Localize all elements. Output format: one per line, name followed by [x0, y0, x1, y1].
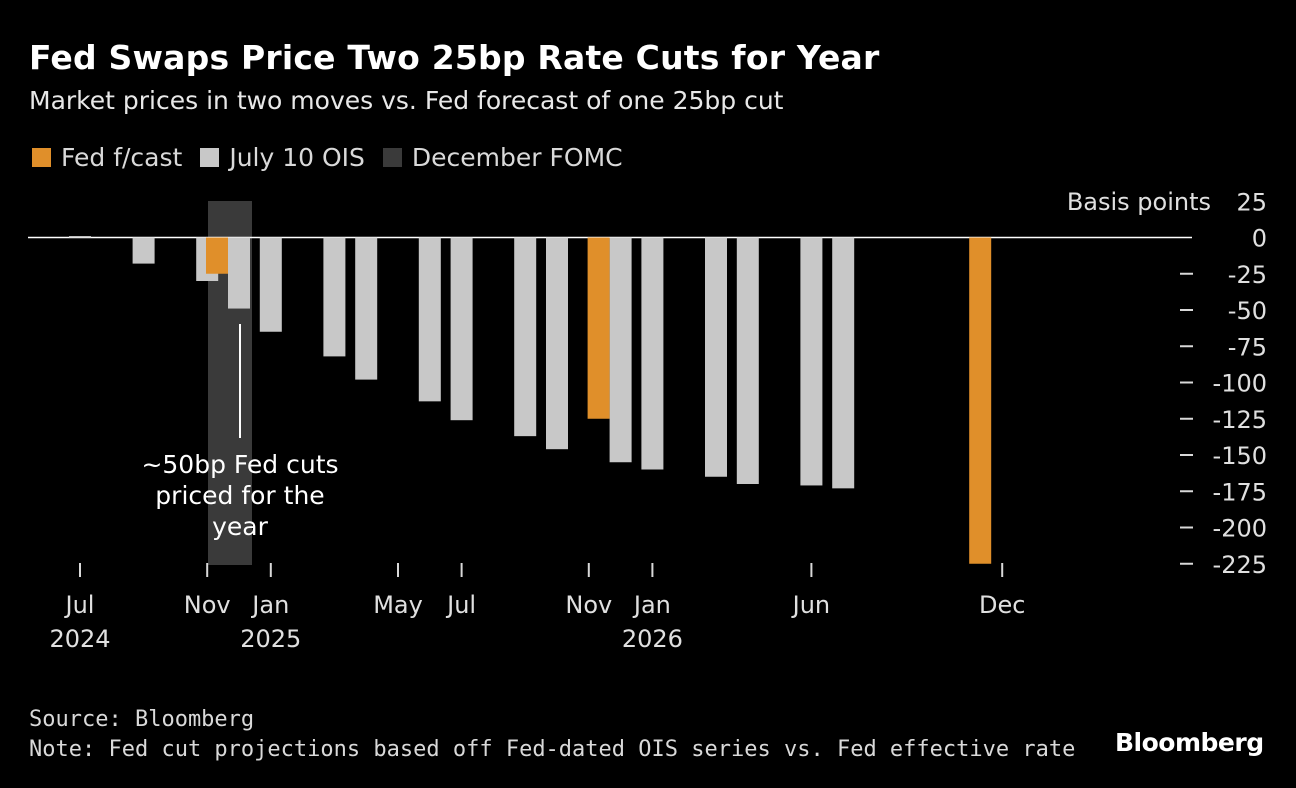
- x-tick-year: 2024: [49, 625, 110, 653]
- chart-footer: Source: Bloomberg Note: Fed cut projecti…: [29, 705, 1075, 765]
- legend-label-ois: July 10 OIS: [229, 143, 365, 172]
- chart-subtitle: Market prices in two moves vs. Fed forec…: [29, 86, 784, 115]
- y-tick-label: -200: [1213, 515, 1267, 543]
- note-text: Note: Fed cut projections based off Fed-…: [29, 737, 1076, 762]
- ois-bar: [323, 237, 346, 357]
- annotation-text: ~50bp Fed cuts priced for the year: [141, 450, 338, 541]
- x-tick-label: Jan: [250, 591, 289, 619]
- y-tick-label: -100: [1213, 370, 1267, 398]
- ois-bar: [418, 237, 441, 402]
- legend-swatch-ois: [200, 148, 220, 167]
- ois-bar: [641, 237, 664, 470]
- x-tick-label: May: [373, 591, 423, 619]
- x-tick-label: Jul: [64, 591, 95, 619]
- fed-forecast-bar: [969, 237, 992, 564]
- source-text: Source: Bloomberg: [29, 707, 255, 732]
- x-tick-label: Jan: [632, 591, 671, 619]
- y-tick-label: -175: [1213, 478, 1267, 506]
- ois-bar: [228, 237, 250, 309]
- legend-label-fed-forecast: Fed f/cast: [61, 143, 183, 172]
- legend-item-december-fomc: December FOMC: [382, 143, 623, 172]
- ois-bar: [355, 237, 378, 380]
- ois-bar: [132, 237, 155, 264]
- legend-swatch-fed-forecast: [32, 148, 51, 167]
- y-tick-label: -125: [1213, 406, 1267, 434]
- fed-forecast-bar: [587, 237, 610, 419]
- ois-bar: [69, 236, 91, 238]
- legend-item-ois: July 10 OIS: [200, 143, 365, 172]
- chart-legend: Fed f/cast July 10 OIS December FOMC: [32, 143, 641, 172]
- x-tick-label: Dec: [979, 591, 1025, 619]
- fed-forecast-bar: [206, 237, 228, 274]
- chart-title: Fed Swaps Price Two 25bp Rate Cuts for Y…: [29, 38, 880, 77]
- ois-bar: [546, 237, 568, 450]
- y-tick-label: -150: [1213, 442, 1267, 470]
- x-tick-year: 2025: [240, 625, 301, 653]
- x-tick-label: Nov: [184, 591, 231, 619]
- y-tick-label: 0: [1252, 225, 1267, 253]
- ois-bar: [705, 237, 727, 477]
- x-tick-year: 2026: [622, 625, 683, 653]
- legend-swatch-december-fomc: [382, 148, 402, 167]
- x-tick-label: Jun: [791, 591, 831, 619]
- ois-bar: [514, 237, 537, 437]
- y-tick-label: 25: [1236, 188, 1267, 216]
- bloomberg-logo: Bloomberg: [1115, 728, 1264, 757]
- x-tick-label: Jul: [445, 591, 476, 619]
- ois-bar: [609, 237, 632, 463]
- y-tick-label: -25: [1228, 261, 1267, 289]
- y-tick-label: -50: [1228, 297, 1267, 325]
- y-axis-label: Basis points: [1067, 188, 1211, 216]
- y-tick-label: -225: [1213, 551, 1267, 579]
- x-tick-label: Nov: [565, 591, 612, 619]
- ois-bar: [259, 237, 282, 332]
- ois-bar: [450, 237, 473, 421]
- legend-item-fed-forecast: Fed f/cast: [32, 143, 182, 172]
- y-tick-label: -75: [1228, 333, 1267, 361]
- ois-bar: [832, 237, 855, 489]
- legend-label-december-fomc: December FOMC: [411, 143, 623, 172]
- ois-bar: [800, 237, 823, 486]
- ois-bar: [736, 237, 759, 484]
- bar-chart: ~50bp Fed cuts priced for the year Basis po…: [28, 188, 1267, 653]
